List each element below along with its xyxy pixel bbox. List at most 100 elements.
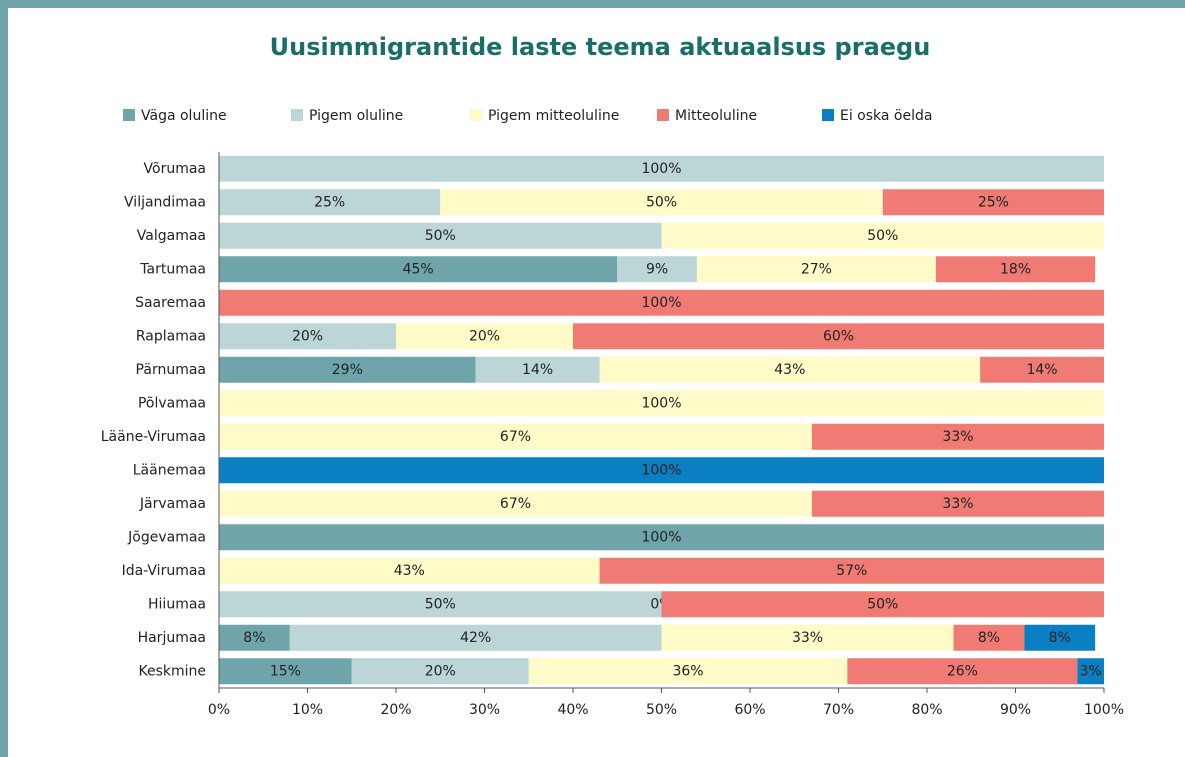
legend-swatch [822,109,834,121]
bar-segment [617,256,697,283]
data-label: 43% [774,362,805,378]
legend-swatch [657,109,669,121]
x-tick-label: 40% [557,702,588,718]
bar-segment [289,624,662,651]
bar-segment [599,356,981,383]
data-label: 33% [942,429,973,445]
x-tick-label: 50% [646,702,677,718]
frame-left [0,0,8,757]
data-label: 50% [425,596,456,612]
y-tick-label: Jõgevamaa [127,529,206,545]
x-tick-label: 90% [1000,702,1031,718]
legend-label: Mitteoluline [675,108,757,124]
y-tick-label: Harjumaa [138,630,206,646]
data-label: 60% [823,328,854,344]
y-tick-label: Keskmine [138,663,206,679]
bar-segment [219,658,352,685]
bar-segment [396,323,573,350]
x-tick-label: 60% [734,702,765,718]
bar-segment [475,356,600,383]
x-tick-label: 10% [292,702,323,718]
data-label: 3% [1080,663,1102,679]
data-label: 8% [978,630,1000,646]
data-label: 100% [641,395,681,411]
y-tick-label: Saaremaa [135,295,206,311]
data-label: 15% [270,663,301,679]
data-label: 25% [978,194,1009,210]
x-tick-label: 20% [380,702,411,718]
data-label: 29% [332,362,363,378]
y-tick-label: Ida-Virumaa [122,563,206,579]
legend-label: Pigem oluline [309,108,403,124]
y-tick-label: Viljandimaa [124,194,206,210]
data-label: 26% [947,663,978,679]
bar-segment [661,222,1104,249]
data-label: 8% [243,630,265,646]
data-label: 14% [1026,362,1057,378]
bar-segment [696,256,936,283]
x-tick-label: 70% [823,702,854,718]
bar-segment [811,490,1104,517]
legend-swatch [470,109,482,121]
data-label: 14% [522,362,553,378]
bar-segment [811,423,1104,450]
y-tick-label: Raplamaa [136,328,206,344]
data-label: 100% [641,295,681,311]
bar-segment [219,155,1104,182]
data-label: 100% [641,161,681,177]
bar-segment [219,356,476,383]
bar-segment [882,189,1104,216]
data-label: 100% [641,529,681,545]
bar-segment [219,189,441,216]
bar-segment [440,189,883,216]
bar-segment [599,557,1104,584]
data-label: 67% [500,429,531,445]
x-tick-label: 100% [1084,702,1124,718]
data-label: 50% [867,596,898,612]
bar-segment [847,658,1078,685]
bar-segment [351,658,529,685]
bar-segment [219,256,618,283]
data-label: 25% [314,194,345,210]
y-tick-label: Põlvamaa [138,395,206,411]
data-label: 20% [469,328,500,344]
data-label: 43% [394,563,425,579]
data-label: 42% [460,630,491,646]
bar-segment [219,624,290,651]
data-label: 8% [1049,630,1071,646]
data-label: 57% [836,563,867,579]
bar-segment [219,524,1104,551]
bar-segment [953,624,1025,651]
y-tick-label: Valgamaa [137,228,206,244]
bar-segment [1077,658,1104,685]
legend-label: Ei oska öelda [840,108,932,124]
bar-segment [219,423,812,450]
y-tick-label: Pärnumaa [136,362,206,378]
data-label: 20% [292,328,323,344]
bar-segment [219,289,1104,316]
bar-segment [980,356,1104,383]
bar-segment [661,624,954,651]
bar-segment [219,591,662,618]
bar-segment [219,557,600,584]
y-tick-label: Võrumaa [144,161,206,177]
data-label: 27% [801,261,832,277]
y-tick-label: Hiiumaa [148,596,206,612]
data-label: 67% [500,496,531,512]
bar-segment [219,323,396,350]
bar-segment [528,658,848,685]
x-tick-label: 80% [911,702,942,718]
bar-segment [219,457,1104,484]
chart-title: Uusimmigrantide laste teema aktuaalsus p… [270,33,931,61]
data-label: 18% [1000,261,1031,277]
y-tick-label: Lääne-Virumaa [101,429,206,445]
data-label: 50% [425,228,456,244]
data-label: 20% [425,663,456,679]
data-label: 45% [403,261,434,277]
x-tick-label: 30% [469,702,500,718]
legend-label: Pigem mitteoluline [488,108,619,124]
y-tick-label: Tartumaa [139,261,206,277]
bar-segment [1024,624,1096,651]
bar-segment [219,490,812,517]
